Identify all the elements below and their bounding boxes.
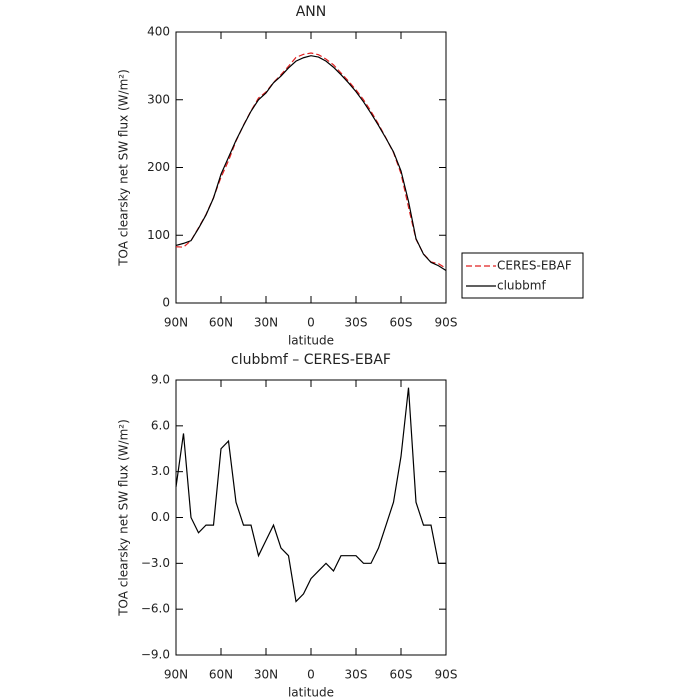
chart-title: ANN: [296, 4, 327, 20]
x-tick-label: 0: [307, 316, 315, 330]
y-tick-label: −6.0: [141, 602, 170, 616]
x-tick-label: 90S: [435, 316, 458, 330]
x-tick-label: 90S: [435, 668, 458, 682]
series-line: [175, 55, 447, 271]
x-tick-label: 30S: [345, 316, 368, 330]
x-tick-label: 30N: [254, 668, 278, 682]
x-axis-label: latitude: [288, 686, 334, 700]
x-tick-label: 30N: [254, 316, 278, 330]
chart-title: clubbmf – CERES-EBAF: [231, 352, 391, 368]
y-tick-label: 400: [147, 25, 170, 39]
y-tick-label: −3.0: [141, 556, 170, 570]
y-tick-label: 200: [147, 160, 170, 174]
y-tick-label: 6.0: [151, 418, 170, 432]
y-tick-label: 9.0: [151, 373, 170, 387]
y-axis-label: TOA clearsky net SW flux (W/m²): [117, 419, 131, 617]
series-line: [175, 387, 446, 603]
x-tick-label: 30S: [345, 668, 368, 682]
x-tick-label: 0: [307, 668, 315, 682]
y-tick-label: 0: [162, 296, 170, 310]
y-tick-label: 300: [147, 92, 170, 106]
plot-frame: [175, 31, 447, 304]
y-axis-label: TOA clearsky net SW flux (W/m²): [117, 69, 131, 267]
legend-box: [461, 252, 584, 299]
x-tick-label: 60N: [209, 668, 233, 682]
y-tick-label: 100: [147, 228, 170, 242]
x-tick-label: 60S: [390, 668, 413, 682]
series-line: [175, 52, 447, 269]
legend-label: CERES-EBAF: [497, 259, 572, 273]
legend-label: clubbmf: [497, 279, 546, 293]
y-tick-label: 3.0: [151, 464, 170, 478]
x-tick-label: 60N: [209, 316, 233, 330]
y-tick-label: 0.0: [151, 510, 170, 524]
plot-frame: [175, 379, 447, 656]
x-tick-label: 90N: [164, 668, 188, 682]
y-tick-label: −9.0: [141, 648, 170, 662]
x-axis-label: latitude: [288, 334, 334, 348]
x-tick-label: 60S: [390, 316, 413, 330]
x-tick-label: 90N: [164, 316, 188, 330]
